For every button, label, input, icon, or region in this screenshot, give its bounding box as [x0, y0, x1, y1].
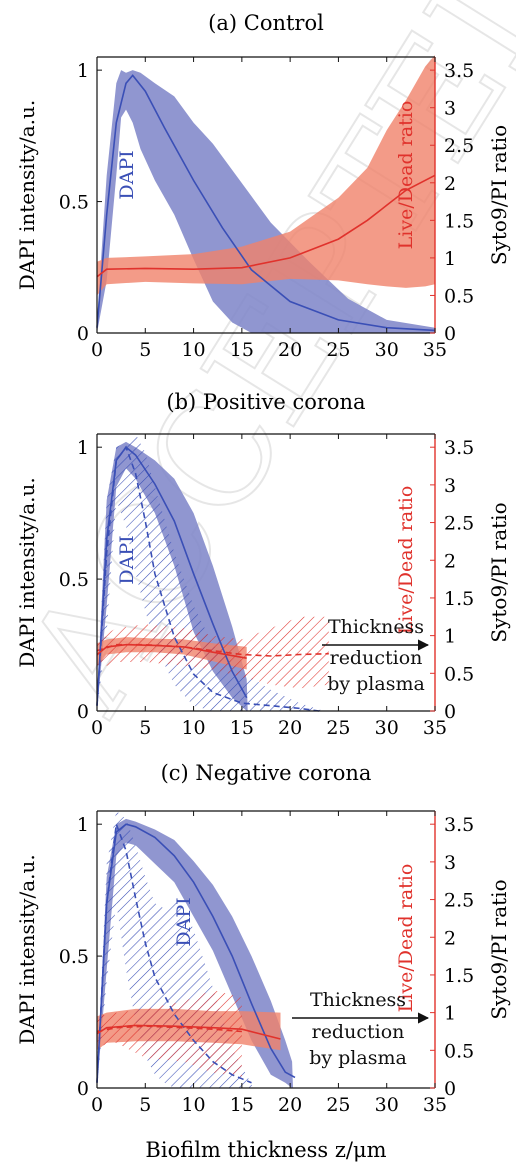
y2-tick-label: 3 — [444, 98, 456, 120]
x-tick-label: 5 — [139, 1094, 151, 1116]
y-axis-label: DAPI intensity/a.u. — [15, 100, 39, 290]
y2-tick-label: 1.5 — [444, 965, 474, 987]
y2-tick-label: 1 — [444, 1003, 456, 1025]
y2-tick-label: 0.5 — [444, 663, 474, 685]
arrow-annotation-3: by plasma — [309, 1047, 407, 1069]
y2-tick-label: 0 — [444, 1078, 456, 1100]
y2-axis-label: Syto9/PI ratio — [487, 125, 511, 265]
y-tick-label: 0.5 — [59, 569, 89, 591]
y2-tick-label: 3.5 — [444, 814, 474, 836]
y2-tick-label: 0.5 — [444, 1040, 474, 1062]
x-tick-label: 15 — [230, 339, 254, 361]
ratio-series-label: Live/Dead ratio — [395, 101, 417, 250]
dapi-series-label: DAPI — [116, 150, 138, 199]
y-tick-label: 0.5 — [59, 192, 89, 214]
arrow-annotation-3: by plasma — [327, 673, 425, 695]
dapi-mean-line — [96, 446, 248, 706]
ratio-series-label: Live/Dead ratio — [395, 486, 417, 635]
ratio-band-hatched-area — [97, 990, 242, 1077]
ratio-mean-line — [96, 643, 247, 659]
y-tick-label: 0 — [77, 701, 89, 723]
dapi-series-label: DAPI — [116, 535, 138, 584]
y2-tick-label: 3.5 — [444, 437, 474, 459]
x-tick-label: 20 — [278, 717, 302, 739]
y-tick-label: 1 — [77, 437, 89, 459]
x-tick-label: 5 — [139, 339, 151, 361]
x-tick-label: 15 — [230, 717, 254, 739]
x-tick-label: 20 — [278, 1094, 302, 1116]
y2-tick-label: 1 — [444, 626, 456, 648]
x-tick-label: 25 — [326, 1094, 350, 1116]
x-axis-label: Biofilm thickness z/μm — [145, 1138, 386, 1162]
dapi-band-hatched-area — [97, 434, 324, 711]
dapi-mean-line — [96, 74, 436, 332]
y2-tick-label: 3 — [444, 475, 456, 497]
x-tick-label: 10 — [181, 717, 205, 739]
y2-tick-label: 0 — [444, 701, 456, 723]
y2-tick-label: 2.5 — [444, 135, 474, 157]
y-tick-label: 0 — [77, 1078, 89, 1100]
dapi-mean-line — [96, 823, 296, 1083]
ratio-band-area — [97, 55, 435, 296]
y-axis-label: DAPI intensity/a.u. — [15, 477, 39, 667]
y2-tick-label: 2.5 — [444, 513, 474, 535]
y2-tick-label: 1.5 — [444, 210, 474, 232]
x-tick-label: 30 — [375, 339, 399, 361]
x-tick-label: 35 — [423, 1094, 447, 1116]
x-tick-label: 35 — [423, 339, 447, 361]
x-tick-label: 0 — [91, 717, 103, 739]
y2-tick-label: 0 — [444, 323, 456, 345]
dapi-series-label: DAPI — [173, 897, 195, 946]
x-tick-label: 10 — [181, 339, 205, 361]
ratio-mean-line — [96, 174, 436, 278]
x-tick-label: 15 — [230, 1094, 254, 1116]
ratio-mean-dashed-line — [96, 1025, 242, 1033]
watermark: ACCEPTED MANUSCRIPT — [0, 0, 516, 741]
arrow-annotation-1: Thickness — [310, 989, 406, 1011]
arrow-annotation-1: Thickness — [328, 616, 424, 638]
x-tick-label: 20 — [278, 339, 302, 361]
x-tick-label: 30 — [375, 717, 399, 739]
y2-tick-label: 0.5 — [444, 285, 474, 307]
y-tick-label: 1 — [77, 814, 89, 836]
arrow-annotation-2: reduction — [330, 647, 423, 669]
y2-tick-label: 2 — [444, 173, 456, 195]
x-tick-label: 25 — [326, 717, 350, 739]
dapi-band-area — [97, 70, 435, 333]
panel-title: (a) Control — [208, 11, 324, 35]
y-tick-label: 1 — [77, 60, 89, 82]
ratio-series-label: Live/Dead ratio — [395, 864, 417, 1013]
y2-tick-label: 3 — [444, 852, 456, 874]
y2-tick-label: 2 — [444, 550, 456, 572]
dapi-mean-dashed-line — [96, 445, 320, 712]
y2-tick-label: 2.5 — [444, 890, 474, 912]
arrow-annotation-2: reduction — [312, 1021, 405, 1043]
ratio-mean-dashed-line — [96, 643, 329, 657]
y2-axis-label: Syto9/PI ratio — [487, 879, 511, 1019]
dapi-mean-dashed-line — [96, 823, 252, 1084]
y2-tick-label: 2 — [444, 927, 456, 949]
y2-tick-label: 1.5 — [444, 588, 474, 610]
panel-title: (c) Negative corona — [161, 761, 372, 785]
ratio-mean-line — [96, 1024, 281, 1040]
y-tick-label: 0 — [77, 323, 89, 345]
y2-tick-label: 3.5 — [444, 60, 474, 82]
y2-tick-label: 1 — [444, 248, 456, 270]
x-tick-label: 35 — [423, 717, 447, 739]
x-tick-label: 25 — [326, 339, 350, 361]
x-tick-label: 0 — [91, 339, 103, 361]
x-tick-label: 5 — [139, 717, 151, 739]
x-tick-label: 0 — [91, 1094, 103, 1116]
x-tick-label: 10 — [181, 1094, 205, 1116]
x-tick-label: 30 — [375, 1094, 399, 1116]
panel-title: (b) Positive corona — [166, 390, 365, 414]
y-tick-label: 0.5 — [59, 946, 89, 968]
y2-axis-label: Syto9/PI ratio — [487, 502, 511, 642]
y-axis-label: DAPI intensity/a.u. — [15, 854, 39, 1044]
